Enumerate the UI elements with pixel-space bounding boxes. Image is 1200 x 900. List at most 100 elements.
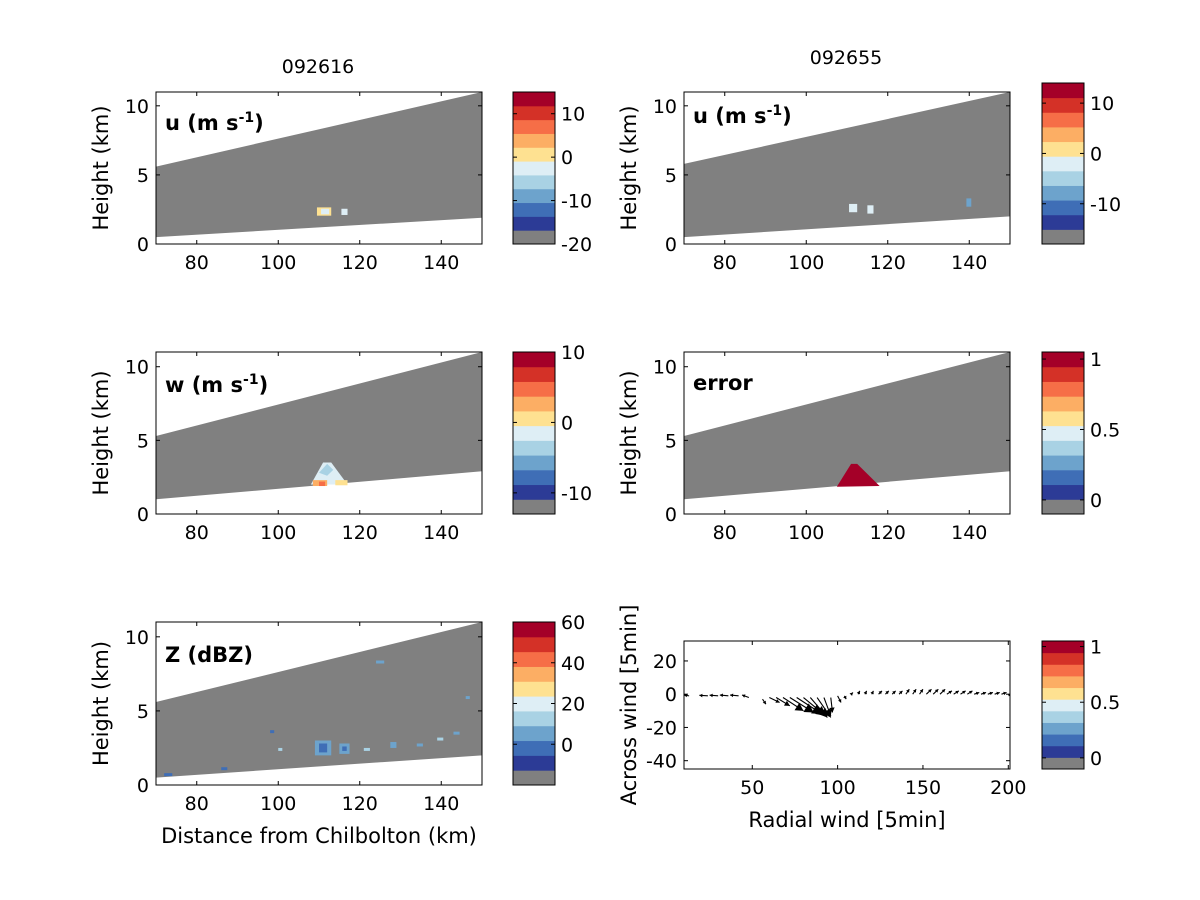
- y-tick-label: 20: [653, 651, 677, 673]
- wind-arrow-2: [709, 693, 719, 698]
- colorbar: 10.50: [1041, 637, 1120, 770]
- echo-feature-7: [465, 696, 470, 700]
- wind-arrow-32: [939, 688, 946, 695]
- x-tick-label: 50: [740, 777, 764, 799]
- wind-arrow-head: [863, 690, 867, 695]
- colorbar: 10 0 -10: [512, 342, 592, 515]
- wind-arrow-4: [730, 693, 739, 698]
- colorbar-swatch: [513, 455, 555, 471]
- wind-arrow-34: [953, 690, 960, 695]
- wind-arrow-head: [783, 700, 790, 706]
- wind-arrow-22: [870, 690, 874, 695]
- wind-arrow-8: [775, 697, 791, 707]
- wind-arrow-head: [870, 690, 874, 695]
- y-tick-label: 10: [125, 357, 149, 379]
- wind-arrow-7: [769, 697, 780, 704]
- wind-arrow-head: [892, 690, 896, 695]
- colorbar: 60 40 20 0: [512, 612, 585, 786]
- y-tick-label: 0: [665, 684, 677, 706]
- axes-frame: [683, 91, 1011, 245]
- wind-arrow-40: [994, 691, 1000, 696]
- colorbar-frame: [1041, 82, 1085, 245]
- colorbar-tick-label: 0: [1090, 490, 1102, 512]
- colorbar-swatch: [513, 681, 555, 697]
- colorbar-swatch: [1042, 112, 1084, 128]
- wind-arrow-6: [762, 698, 767, 705]
- colorbar-swatch: [1042, 185, 1084, 201]
- wind-arrow-35: [960, 690, 966, 695]
- colorbar-swatch: [1042, 410, 1084, 427]
- x-tick-label: 120: [342, 252, 378, 274]
- x-tick-label: 100: [260, 522, 296, 544]
- colorbar-swatch: [513, 755, 555, 771]
- colorbar-swatch: [513, 622, 555, 638]
- colorbar-swatch: [513, 410, 555, 427]
- y-tick-label: 10: [653, 357, 677, 379]
- colorbar-swatch: [1042, 652, 1084, 665]
- wind-arrow-head: [719, 693, 724, 698]
- panel-label: error: [693, 371, 753, 395]
- y-axis-label: Height (km): [617, 105, 641, 230]
- echo-feature-1: [867, 205, 874, 214]
- colorbar-swatch: [1042, 687, 1084, 700]
- y-tick-label: 5: [665, 430, 677, 452]
- y-tick-label: 10: [125, 96, 149, 118]
- colorbar-tick-label: -10: [1090, 194, 1121, 216]
- colorbar-tick-label: 10: [1090, 93, 1114, 115]
- colorbar-swatch: [1042, 126, 1084, 143]
- x-tick-label: 140: [423, 793, 459, 815]
- echo-feature-1: [319, 463, 334, 476]
- wind-arrow-head: [825, 708, 832, 716]
- echo-feature-2: [966, 198, 972, 207]
- colorbar: 10 0 -10 -20: [512, 91, 592, 256]
- echo-feature-0: [836, 463, 880, 487]
- axes-frame: [155, 91, 483, 245]
- colorbar-swatch: [1042, 352, 1084, 368]
- colorbar-frame: [512, 91, 556, 245]
- x-tick-label: 140: [423, 522, 459, 544]
- echo-feature-3: [319, 481, 326, 487]
- panel-label: u (m s-1): [165, 110, 264, 135]
- plot-area: [684, 688, 1010, 718]
- x-tick-label: 80: [713, 252, 737, 274]
- y-tick-label: 10: [125, 627, 149, 649]
- colorbar-swatch: [513, 770, 555, 786]
- wind-arrow-head: [803, 703, 814, 713]
- colorbar-swatch: [1042, 97, 1084, 113]
- echo-feature-11: [164, 773, 173, 777]
- colorbar-swatch: [513, 105, 555, 121]
- colorbar-tick-label: 1: [1090, 637, 1102, 659]
- wind-arrow-24: [885, 690, 890, 695]
- x-tick-label: 80: [185, 793, 209, 815]
- colorbar-swatch: [513, 147, 555, 162]
- colorbar-tick-label: 0: [561, 734, 573, 756]
- x-tick-label: 120: [342, 793, 378, 815]
- colorbar-swatch: [1042, 214, 1084, 230]
- colorbar-swatch: [1042, 200, 1084, 216]
- wind-arrow-28: [912, 688, 917, 695]
- colorbar-frame: [1041, 351, 1085, 515]
- x-axis-label: Radial wind [5min]: [748, 808, 945, 832]
- colorbar-swatch: [1042, 455, 1084, 471]
- colorbar: 10.50: [1041, 349, 1120, 515]
- colorbar-swatch: [513, 740, 555, 756]
- column-title-left: 092616: [282, 56, 355, 78]
- colorbar-tick-label: 40: [561, 653, 585, 675]
- colorbar-swatch: [1042, 664, 1084, 677]
- y-tick-label: 0: [137, 775, 149, 797]
- colorbar-tick-label: 10: [561, 104, 585, 126]
- echo-feature-12: [416, 743, 423, 747]
- colorbar-swatch: [513, 710, 555, 727]
- colorbar-swatch: [1042, 745, 1084, 758]
- wind-arrow-26: [898, 690, 903, 695]
- radar-beam-region: [156, 352, 482, 500]
- colorbar-tick-label: 10: [561, 342, 585, 364]
- x-tick-label: 80: [713, 522, 737, 544]
- wind-arrow-head: [934, 689, 939, 693]
- colorbar-swatch: [513, 216, 555, 231]
- y-tick-label: 0: [665, 234, 677, 256]
- wind-arrow-head: [878, 690, 882, 695]
- plot-area: [156, 622, 482, 778]
